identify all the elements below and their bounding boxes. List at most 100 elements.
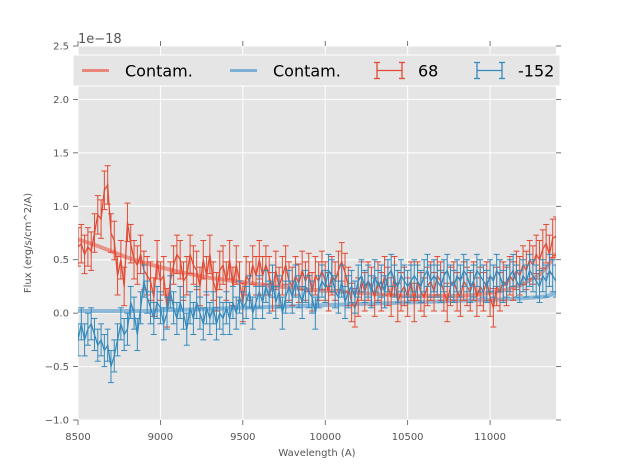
data-point — [136, 333, 138, 336]
data-point — [318, 291, 320, 293]
data-point — [235, 312, 237, 314]
data-point — [189, 253, 191, 255]
data-point — [430, 280, 432, 282]
plot-data — [78, 165, 556, 384]
data-point — [232, 301, 234, 304]
data-point — [100, 218, 102, 220]
data-point — [351, 285, 353, 288]
y-tick-label: 2.0 — [53, 95, 69, 106]
data-point — [163, 323, 165, 325]
data-point — [542, 248, 544, 250]
y-tick-labels: −1.0 −0.5 0.0 0.5 1.0 1.5 2.0 2.5 — [45, 42, 69, 427]
y-tick-label: −0.5 — [45, 362, 69, 373]
data-point — [133, 312, 135, 314]
data-point — [367, 280, 369, 282]
y-tick-label: 1.5 — [53, 148, 69, 159]
data-point — [341, 261, 343, 263]
data-point — [383, 291, 386, 293]
series-m152 — [78, 253, 556, 384]
x-tick-label: 9500 — [230, 432, 255, 443]
data-point — [347, 291, 349, 293]
data-point — [423, 296, 425, 298]
data-point — [182, 280, 185, 282]
data-point — [159, 280, 162, 282]
data-point — [552, 237, 554, 239]
data-point — [123, 285, 125, 288]
x-tick-label: 10000 — [309, 432, 341, 443]
data-point — [308, 291, 310, 293]
data-point — [344, 271, 346, 274]
data-point — [370, 291, 372, 293]
data-point — [275, 269, 277, 271]
data-point — [377, 285, 379, 288]
data-point — [407, 285, 409, 288]
x-tick-label: 9000 — [148, 432, 173, 443]
data-point — [357, 280, 359, 282]
series-line — [78, 182, 556, 310]
data-point — [265, 285, 267, 288]
data-point — [192, 264, 194, 266]
data-point — [496, 269, 498, 271]
data-point — [205, 275, 208, 277]
legend-label: 68 — [418, 62, 438, 81]
data-point — [120, 259, 122, 261]
data-point — [479, 275, 481, 277]
data-point — [397, 285, 399, 288]
data-point — [433, 275, 435, 277]
data-point — [446, 301, 448, 304]
data-point — [374, 275, 376, 277]
y-tick-label: 1.0 — [53, 202, 69, 213]
contam-line-1 — [78, 290, 556, 314]
data-point — [416, 280, 419, 282]
data-point — [472, 280, 475, 282]
data-point — [140, 307, 142, 309]
data-point — [505, 280, 508, 282]
data-point — [186, 275, 188, 277]
series-group — [78, 165, 556, 384]
data-point — [278, 291, 280, 293]
data-point — [189, 307, 191, 309]
data-point — [515, 280, 518, 282]
data-point — [294, 280, 297, 282]
x-tick-labels: 8500 9000 9500 10000 10500 11000 — [65, 432, 506, 443]
data-point — [265, 264, 267, 266]
data-point — [522, 275, 524, 277]
data-point — [285, 296, 287, 298]
data-point — [380, 280, 382, 282]
data-point — [202, 259, 204, 261]
legend-item-3: -152 — [474, 62, 554, 81]
data-point — [78, 246, 79, 248]
data-point — [354, 296, 356, 298]
data-point — [110, 365, 112, 368]
data-point — [212, 307, 214, 309]
data-point — [87, 328, 89, 330]
data-point — [443, 275, 445, 277]
data-point — [535, 280, 537, 282]
data-point — [486, 285, 488, 288]
data-point — [492, 307, 494, 309]
data-point — [245, 301, 247, 304]
data-point — [163, 275, 165, 277]
data-point — [400, 275, 402, 277]
y-tick-label: 0.5 — [53, 255, 69, 266]
data-point — [258, 259, 260, 261]
data-point — [126, 328, 129, 330]
data-point — [219, 269, 221, 271]
data-point — [107, 344, 109, 346]
data-point — [268, 296, 270, 298]
data-point — [393, 280, 396, 282]
data-point — [262, 301, 264, 304]
data-point — [229, 317, 231, 320]
data-point — [413, 301, 415, 304]
data-point — [199, 312, 201, 314]
x-tick-label: 11000 — [474, 432, 506, 443]
data-point — [202, 323, 204, 325]
data-point — [173, 264, 175, 266]
data-point — [440, 285, 442, 288]
data-point — [205, 307, 208, 309]
data-point — [538, 285, 541, 288]
data-point — [466, 275, 468, 277]
data-point — [80, 243, 82, 245]
data-point — [219, 312, 221, 314]
data-point — [176, 317, 178, 320]
